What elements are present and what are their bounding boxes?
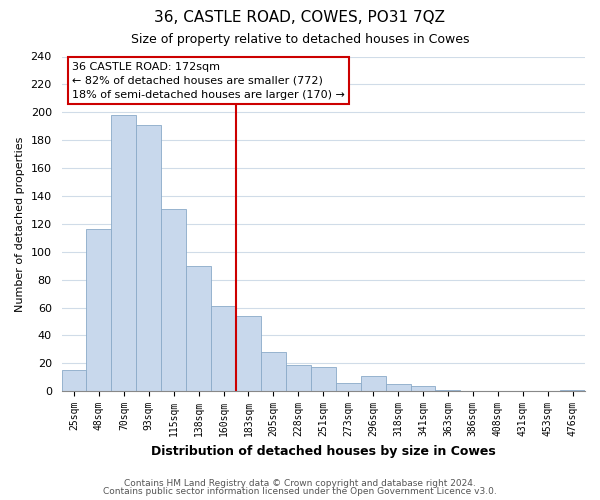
Bar — [62, 370, 86, 391]
Bar — [211, 306, 236, 391]
Bar — [86, 230, 112, 391]
Bar — [410, 386, 436, 391]
Bar — [436, 390, 460, 391]
Text: Contains HM Land Registry data © Crown copyright and database right 2024.: Contains HM Land Registry data © Crown c… — [124, 478, 476, 488]
Y-axis label: Number of detached properties: Number of detached properties — [15, 136, 25, 312]
Bar — [161, 208, 186, 391]
Bar — [336, 383, 361, 391]
Bar — [386, 384, 410, 391]
X-axis label: Distribution of detached houses by size in Cowes: Distribution of detached houses by size … — [151, 444, 496, 458]
Text: 36, CASTLE ROAD, COWES, PO31 7QZ: 36, CASTLE ROAD, COWES, PO31 7QZ — [155, 10, 445, 25]
Text: 36 CASTLE ROAD: 172sqm
← 82% of detached houses are smaller (772)
18% of semi-de: 36 CASTLE ROAD: 172sqm ← 82% of detached… — [72, 62, 345, 100]
Bar — [136, 125, 161, 391]
Bar — [560, 390, 585, 391]
Bar — [311, 368, 336, 391]
Bar — [286, 364, 311, 391]
Text: Contains public sector information licensed under the Open Government Licence v3: Contains public sector information licen… — [103, 487, 497, 496]
Bar — [261, 352, 286, 391]
Bar — [186, 266, 211, 391]
Bar — [236, 316, 261, 391]
Bar — [361, 376, 386, 391]
Bar — [112, 115, 136, 391]
Text: Size of property relative to detached houses in Cowes: Size of property relative to detached ho… — [131, 32, 469, 46]
